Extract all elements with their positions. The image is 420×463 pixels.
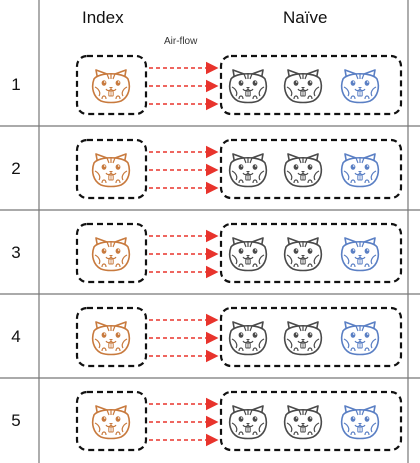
- naive-cage-box: [219, 306, 403, 368]
- hamster-icon: [283, 69, 323, 104]
- hamster-icon: [340, 237, 380, 272]
- hamster-icon: [228, 321, 268, 356]
- hamster-icon: [283, 405, 323, 440]
- row-number: 4: [11, 327, 21, 346]
- hamster-icon: [340, 69, 380, 104]
- row-number: 1: [11, 75, 21, 94]
- hamster-icon: [91, 153, 131, 188]
- airflow-label: Air-flow: [164, 36, 198, 47]
- hamster-icon: [283, 153, 323, 188]
- hamster-icon: [228, 405, 268, 440]
- naive-cage-box: [219, 138, 403, 200]
- naive-column-header: Naïve: [283, 8, 328, 27]
- index-cage-box: [75, 138, 148, 200]
- naive-cage-box: [219, 390, 403, 452]
- hamster-icon: [340, 153, 380, 188]
- row-number: 2: [11, 159, 21, 178]
- hamster-icon: [228, 237, 268, 272]
- hamster-icon: [283, 321, 323, 356]
- row-number: 5: [11, 411, 21, 430]
- naive-cage-box: [219, 54, 403, 116]
- hamster-icon: [340, 321, 380, 356]
- hamster-icon: [91, 405, 131, 440]
- hamster-icon: [91, 237, 131, 272]
- hamster-icon: [340, 405, 380, 440]
- hamster-icon: [91, 69, 131, 104]
- hamster-icon: [283, 237, 323, 272]
- hamster-icon: [228, 69, 268, 104]
- row-number: 3: [11, 243, 21, 262]
- index-cage-box: [75, 306, 148, 368]
- index-column-header: Index: [82, 8, 124, 27]
- hamster-icon: [228, 153, 268, 188]
- hamster-icon: [91, 321, 131, 356]
- index-cage-box: [75, 222, 148, 284]
- index-cage-box: [75, 54, 148, 116]
- naive-cage-box: [219, 222, 403, 284]
- index-cage-box: [75, 390, 148, 452]
